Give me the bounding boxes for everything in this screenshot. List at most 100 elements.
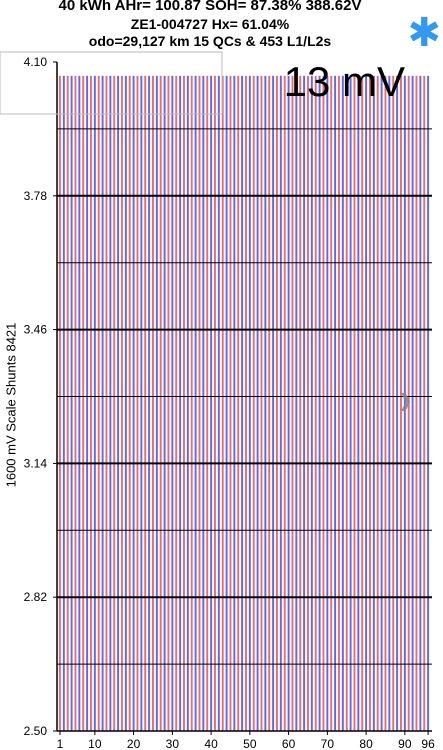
cell-bar	[330, 75, 333, 732]
cell-bar	[260, 75, 263, 732]
cell-bar	[361, 75, 364, 732]
cell-bar	[427, 75, 430, 732]
summary-line-capacity: 40 kWh AHr= 100.87 SOH= 87.38% 388.62V	[58, 0, 362, 14]
cell-bar	[90, 75, 92, 732]
cell-bar	[140, 75, 143, 732]
cell-bar	[93, 75, 96, 732]
cell-bar	[353, 75, 356, 732]
cell-bar	[206, 75, 209, 732]
x-tick-label: 70	[321, 737, 335, 750]
cell-bar	[237, 75, 240, 732]
x-tick-label: 1	[57, 737, 64, 750]
cell-bar	[82, 75, 85, 732]
cell-bar	[229, 75, 232, 732]
cell-bar	[171, 75, 174, 732]
cell-bar	[148, 75, 151, 732]
cell-bar	[163, 75, 166, 732]
cell-bar	[124, 75, 127, 732]
cell-bar	[183, 75, 185, 732]
cell-bar	[372, 75, 375, 732]
cell-bar	[415, 75, 418, 732]
cell-bar	[369, 75, 371, 732]
cell-bar	[318, 75, 321, 732]
cell-bar	[419, 75, 422, 732]
cell-bar	[136, 75, 139, 732]
y-tick-label: 2.82	[24, 590, 48, 604]
cell-bar	[322, 75, 325, 732]
cell-bar	[214, 75, 216, 732]
y-tick-label: 3.78	[24, 189, 48, 203]
cell-bar	[411, 75, 414, 732]
cell-bar	[175, 75, 178, 732]
cell-bar	[198, 75, 201, 732]
cell-bar	[152, 75, 154, 732]
cell-bar	[291, 75, 294, 732]
cell-bar	[365, 75, 368, 732]
cell-bar	[132, 75, 135, 732]
cell-bar	[264, 75, 267, 732]
cell-bar	[78, 75, 81, 732]
cell-bar	[190, 75, 193, 732]
cell-bar	[403, 75, 406, 732]
overlay-box	[0, 51, 223, 115]
cell-bar	[245, 75, 247, 732]
x-tick-label: 60	[282, 737, 296, 750]
cell-bar	[272, 75, 275, 732]
cell-bar	[287, 75, 290, 732]
cell-bar	[194, 75, 197, 732]
cell-bar	[400, 75, 402, 732]
cell-bar	[101, 75, 104, 732]
x-tick-label: 80	[359, 737, 373, 750]
asterisk-icon[interactable]: ✱	[407, 11, 441, 55]
cell-bar	[338, 75, 340, 732]
cell-bar	[307, 75, 309, 732]
cell-bar	[380, 75, 383, 732]
cell-bar	[109, 75, 112, 732]
cell-bar	[256, 75, 259, 732]
cell-bar	[268, 75, 271, 732]
cell-bar	[407, 75, 410, 732]
cell-bar	[97, 75, 100, 732]
cell-bar	[396, 75, 399, 732]
cell-bar	[233, 75, 236, 732]
cell-bar	[314, 75, 317, 732]
cell-bar	[376, 75, 379, 732]
cell-bar	[310, 75, 313, 732]
cell-bar	[248, 75, 251, 732]
summary-line-vehicle-id: ZE1-004727 Hx= 61.04%	[130, 16, 290, 32]
y-tick-label: 3.14	[24, 456, 48, 470]
mv-spread-readout: 13 mV	[284, 58, 405, 105]
cell-bar	[86, 75, 89, 732]
cell-bar	[66, 75, 69, 732]
cell-bar	[276, 75, 278, 732]
cell-bar	[388, 75, 391, 732]
cell-bar	[155, 75, 158, 732]
cell-bar	[326, 75, 329, 732]
x-tick-label: 10	[88, 737, 102, 750]
chevron-right-icon[interactable]: ›	[399, 372, 412, 424]
cell-bar	[423, 75, 426, 732]
cell-bar	[295, 75, 298, 732]
cell-bar	[341, 75, 344, 732]
cell-bar	[113, 75, 116, 732]
cell-bar	[121, 75, 123, 732]
cell-bar	[349, 75, 352, 732]
cell-bar	[179, 75, 182, 732]
y-tick-label: 3.46	[24, 323, 48, 337]
x-tick-label: 30	[166, 737, 180, 750]
cell-bar	[384, 75, 387, 732]
cell-bar	[202, 75, 205, 732]
cell-bar	[62, 75, 65, 732]
cell-bar	[345, 75, 348, 732]
cell-bar	[217, 75, 220, 732]
cell-bar	[221, 75, 224, 732]
cell-bar	[117, 75, 120, 732]
y-tick-label: 4.10	[24, 55, 48, 69]
cell-bar	[225, 75, 228, 732]
cell-bar	[357, 75, 360, 732]
x-tick-label: 50	[243, 737, 257, 750]
cell-bar	[241, 75, 244, 732]
cell-bar	[144, 75, 147, 732]
x-tick-label: 40	[204, 737, 218, 750]
